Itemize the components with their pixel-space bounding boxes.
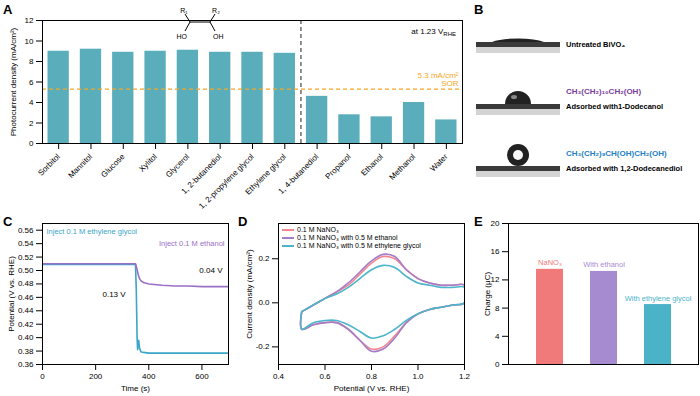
- svg-text:HO: HO: [177, 33, 188, 40]
- svg-text:12: 12: [490, 275, 500, 285]
- svg-text:Glucose: Glucose: [99, 152, 127, 180]
- svg-text:Current density (mA/cm²): Current density (mA/cm²): [245, 249, 254, 339]
- html-text:0.1 M NaNO₃: 0.1 M NaNO₃: [297, 226, 339, 233]
- svg-text:Glycerol: Glycerol: [164, 152, 191, 179]
- svg-text:200: 200: [89, 372, 103, 381]
- svg-text:8: 8: [495, 304, 500, 313]
- html-text:D: D: [238, 214, 248, 229]
- svg-text:Adsorbed with1-Dodecanol: Adsorbed with1-Dodecanol: [566, 102, 663, 111]
- svg-text:0: 0: [40, 372, 45, 381]
- svg-text:8: 8: [29, 57, 34, 66]
- svg-text:Adsorbed with 1,2-Dodecanediol: Adsorbed with 1,2-Dodecanediol: [566, 164, 682, 173]
- svg-text:2: 2: [29, 119, 34, 128]
- svg-text:16: 16: [491, 247, 500, 256]
- svg-text:Inject 0.1 M ethylene glycol: Inject 0.1 M ethylene glycol: [47, 227, 138, 236]
- svg-text:Untreated BiVO₄: Untreated BiVO₄: [566, 40, 625, 49]
- svg-text:Photocurrent density (mA/cm²): Photocurrent density (mA/cm²): [9, 27, 18, 136]
- svg-text:Charge (μC): Charge (μC): [483, 272, 492, 317]
- svg-text:Inject 0.1 M ethanol: Inject 0.1 M ethanol: [159, 239, 225, 248]
- svg-text:Propanol: Propanol: [324, 152, 353, 181]
- svg-text:0.48: 0.48: [18, 279, 34, 288]
- svg-text:1, 4-butanediol: 1, 4-butanediol: [277, 152, 321, 196]
- svg-text:4: 4: [495, 332, 500, 341]
- svg-text:Water: Water: [428, 152, 449, 173]
- svg-text:NaNO₃: NaNO₃: [538, 258, 562, 267]
- html-text:E: E: [474, 214, 483, 229]
- svg-text:0.13 V: 0.13 V: [103, 290, 127, 299]
- svg-text:With ethanol: With ethanol: [583, 260, 625, 269]
- svg-text:0.44: 0.44: [18, 306, 34, 315]
- svg-text:0.46: 0.46: [18, 293, 34, 302]
- svg-text:Potential (V vs. RHE): Potential (V vs. RHE): [7, 256, 16, 332]
- svg-text:0.0: 0.0: [258, 298, 270, 307]
- svg-text:Time (s): Time (s): [121, 384, 150, 393]
- svg-text:1.0: 1.0: [412, 372, 424, 381]
- html-text:B: B: [474, 2, 484, 17]
- svg-text:6: 6: [29, 78, 34, 87]
- svg-text:0.8: 0.8: [366, 372, 378, 381]
- html-text:A: A: [3, 2, 13, 17]
- svg-text:Xylitol: Xylitol: [137, 152, 159, 174]
- svg-text:CH₃(CH₂)₁₀CH₂(OH): CH₃(CH₂)₁₀CH₂(OH): [566, 87, 641, 96]
- svg-text:10: 10: [25, 37, 34, 46]
- svg-text:0.6: 0.6: [319, 372, 331, 381]
- svg-text:0.56: 0.56: [18, 226, 34, 235]
- svg-text:0.52: 0.52: [18, 253, 34, 262]
- svg-text:Sorbitol: Sorbitol: [36, 152, 62, 178]
- svg-text:Ethylene glycol: Ethylene glycol: [243, 152, 288, 197]
- svg-text:0.38: 0.38: [18, 347, 34, 356]
- svg-text:400: 400: [142, 372, 156, 381]
- svg-text:Ethanol: Ethanol: [359, 152, 385, 178]
- svg-text:Potential (V vs. RHE): Potential (V vs. RHE): [334, 384, 410, 393]
- svg-text:0.50: 0.50: [18, 266, 34, 275]
- svg-text:1.2: 1.2: [459, 372, 471, 381]
- html-text:0.1 M NaNO₃ with 0.5 M ethylen: 0.1 M NaNO₃ with 0.5 M ethylene glycol: [297, 242, 421, 249]
- svg-text:at 1.23 VRHE: at 1.23 VRHE: [411, 27, 456, 37]
- svg-text:0: 0: [29, 139, 34, 148]
- svg-text:0.04 V: 0.04 V: [199, 266, 223, 275]
- svg-text:1, 2-butanediol: 1, 2-butanediol: [179, 152, 224, 196]
- svg-text:0.40: 0.40: [18, 333, 34, 342]
- svg-text:Methanol: Methanol: [388, 152, 418, 182]
- svg-text:600: 600: [195, 372, 209, 381]
- html-text:C: C: [3, 214, 13, 229]
- svg-text:With ethylene glycol: With ethylene glycol: [625, 294, 692, 303]
- svg-text:5.3 mA/cm²SOR: 5.3 mA/cm²SOR: [418, 71, 459, 88]
- svg-text:20: 20: [491, 219, 500, 228]
- svg-text:0.4: 0.4: [273, 372, 285, 381]
- svg-text:0.54: 0.54: [18, 239, 34, 248]
- svg-text:1, 2-propylene glycol: 1, 2-propylene glycol: [197, 152, 256, 211]
- svg-text:0.36: 0.36: [18, 360, 34, 369]
- svg-text:0.42: 0.42: [18, 320, 34, 329]
- svg-text:CH₃(CH₂)₉CH(OH)CH₂(OH): CH₃(CH₂)₉CH(OH)CH₂(OH): [566, 149, 667, 158]
- svg-text:-0.2: -0.2: [256, 342, 270, 351]
- svg-text:R₁: R₁: [180, 7, 188, 14]
- svg-text:0.2: 0.2: [258, 254, 270, 263]
- svg-text:0: 0: [495, 360, 500, 369]
- html-text:0.1 M NaNO₃ with 0.5 M ethanol: 0.1 M NaNO₃ with 0.5 M ethanol: [297, 234, 398, 241]
- svg-text:Mannitol: Mannitol: [66, 152, 94, 180]
- svg-text:OH: OH: [213, 33, 224, 40]
- svg-text:12: 12: [25, 16, 34, 25]
- svg-text:R₂: R₂: [212, 7, 220, 14]
- svg-text:4: 4: [29, 98, 34, 107]
